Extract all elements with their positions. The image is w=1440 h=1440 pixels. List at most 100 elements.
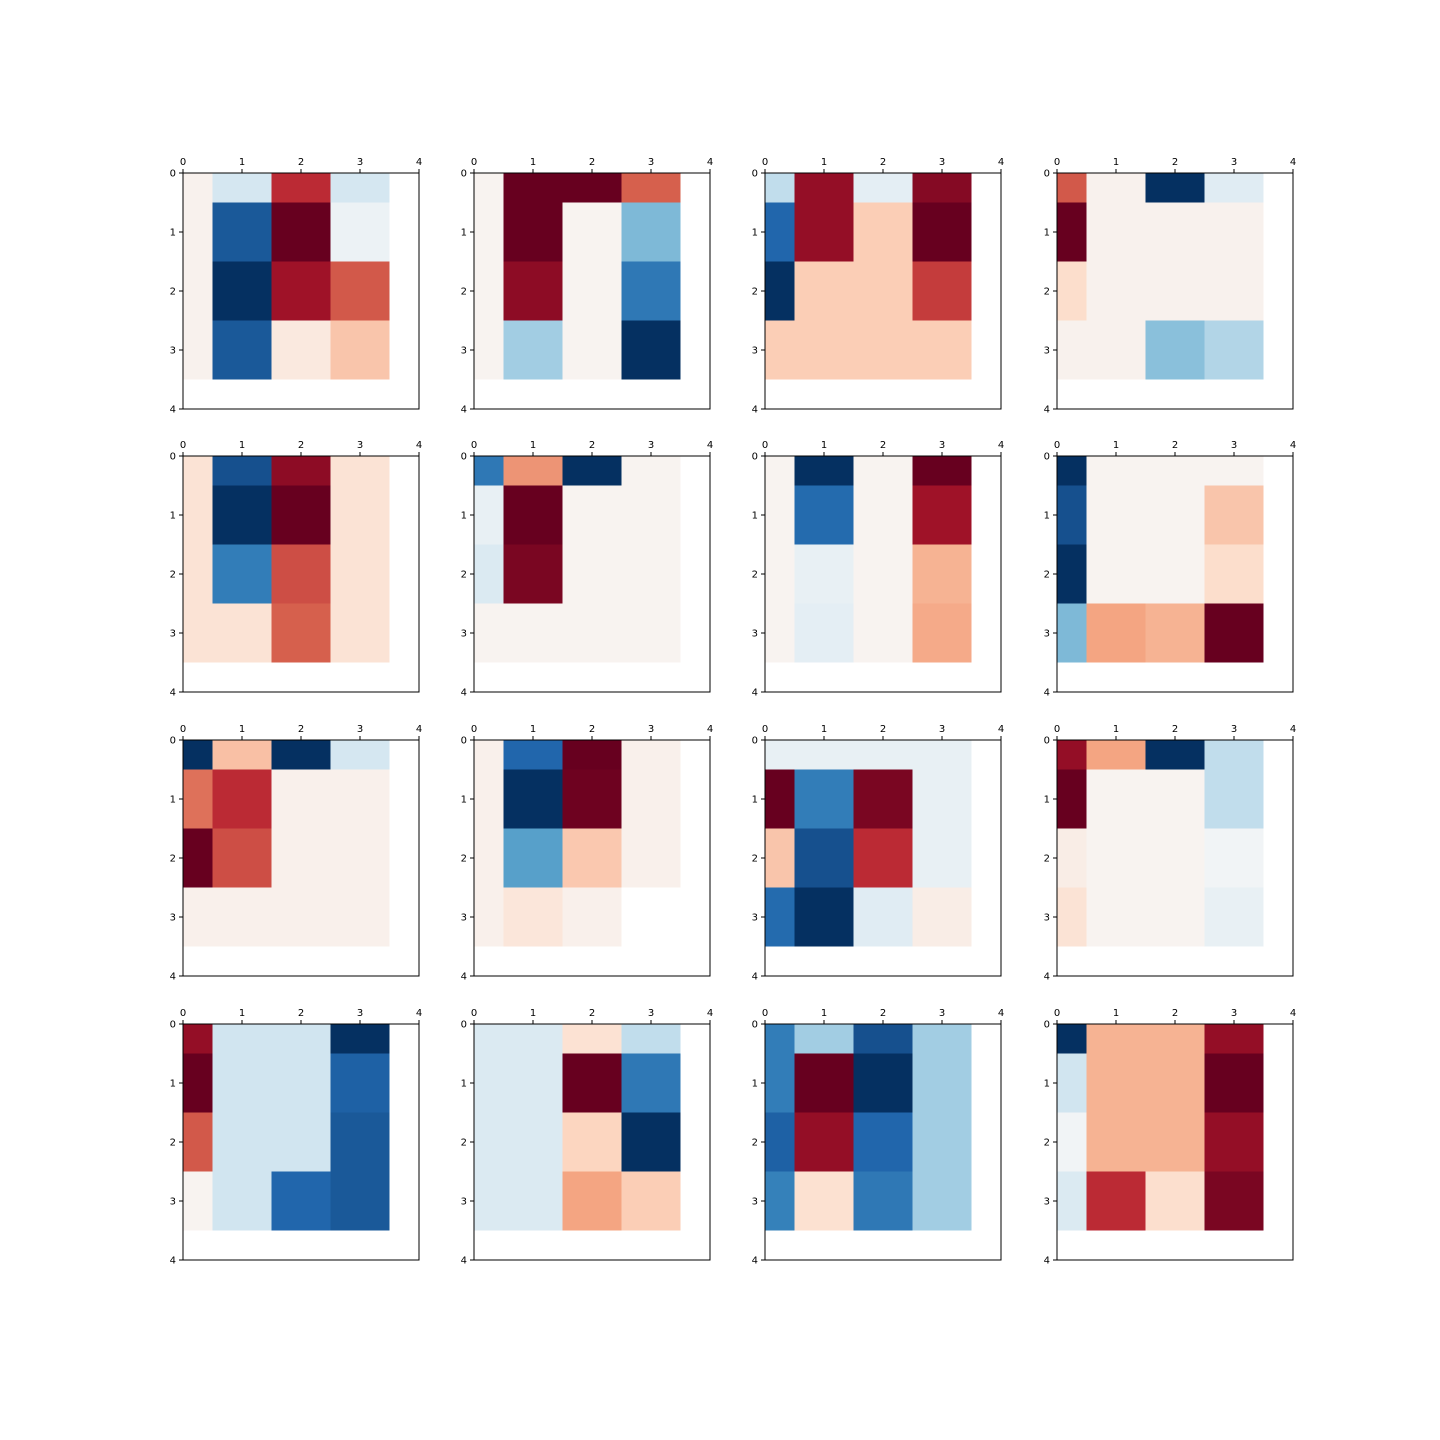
heatmap-cell xyxy=(183,769,213,829)
y-tick-label: 3 xyxy=(170,346,176,357)
heatmap-cell xyxy=(1204,740,1264,770)
heatmap-cell xyxy=(765,1171,795,1231)
heatmap-cell xyxy=(912,485,972,545)
heatmap-panel-10: 0 1 2 3 4 0 1 2 3 4 xyxy=(461,724,714,983)
heatmap-cell xyxy=(474,1024,504,1054)
heatmap-cell xyxy=(474,485,504,545)
y-tick-label: 1 xyxy=(1044,228,1050,239)
heatmap-panel-3: 0 1 2 3 4 0 1 2 3 4 xyxy=(752,157,1005,416)
y-tick-label: 3 xyxy=(170,629,176,640)
heatmap-cell xyxy=(1057,769,1087,829)
y-tick-label: 0 xyxy=(170,1020,176,1031)
heatmap-cell xyxy=(503,544,563,604)
heatmap-cell xyxy=(853,887,913,947)
heatmap-cell xyxy=(503,456,563,486)
heatmap-cell xyxy=(853,173,913,203)
heatmap-cell xyxy=(621,603,681,663)
heatmap-cell xyxy=(212,769,272,829)
heatmap-cell xyxy=(1204,544,1264,604)
heatmap-cell xyxy=(562,1112,622,1172)
heatmap-cell xyxy=(765,202,795,262)
x-tick-label: 2 xyxy=(880,440,886,451)
heatmap-cell xyxy=(853,1024,913,1054)
x-tick-label: 4 xyxy=(998,724,1004,735)
x-tick-label: 4 xyxy=(416,1008,422,1019)
y-tick-label: 0 xyxy=(1044,1020,1050,1031)
heatmap-cell xyxy=(621,261,681,321)
x-tick-label: 1 xyxy=(1113,440,1119,451)
y-tick-label: 1 xyxy=(461,795,467,806)
x-tick-label: 0 xyxy=(762,724,768,735)
heatmap-cell xyxy=(1145,1024,1205,1054)
heatmap-cell xyxy=(1145,740,1205,770)
x-tick-label: 3 xyxy=(648,1008,654,1019)
x-tick-label: 0 xyxy=(762,440,768,451)
y-tick-label: 0 xyxy=(461,736,467,747)
x-tick-label: 1 xyxy=(530,157,536,168)
heatmap-cell xyxy=(1086,456,1146,486)
heatmap-cell xyxy=(562,740,622,770)
y-tick-label: 1 xyxy=(1044,795,1050,806)
heatmap-cell xyxy=(1204,1112,1264,1172)
y-tick-label: 3 xyxy=(170,913,176,924)
heatmap-cell xyxy=(212,740,272,770)
x-tick-label: 2 xyxy=(298,157,304,168)
x-tick-label: 0 xyxy=(762,157,768,168)
heatmap-cell xyxy=(183,544,213,604)
heatmap-cell xyxy=(765,1024,795,1054)
x-tick-label: 0 xyxy=(180,157,186,168)
y-tick-label: 2 xyxy=(461,1138,467,1149)
x-tick-label: 4 xyxy=(1290,157,1296,168)
heatmap-cell xyxy=(853,544,913,604)
x-tick-label: 1 xyxy=(239,724,245,735)
y-tick-label: 4 xyxy=(170,688,176,699)
heatmap-cell xyxy=(621,769,681,829)
heatmap-cell xyxy=(1204,1053,1264,1113)
y-tick-label: 2 xyxy=(1044,570,1050,581)
heatmap-cell xyxy=(621,1171,681,1231)
heatmap-cell xyxy=(271,173,331,203)
heatmap-cell xyxy=(503,1112,563,1172)
heatmap-cell xyxy=(183,828,213,888)
heatmap-cell xyxy=(212,202,272,262)
heatmap-cell xyxy=(621,740,681,770)
y-tick-label: 3 xyxy=(752,1197,758,1208)
heatmap-cell xyxy=(853,202,913,262)
heatmap-cell xyxy=(1145,828,1205,888)
heatmap-cell xyxy=(621,828,681,888)
y-tick-label: 0 xyxy=(752,452,758,463)
x-tick-label: 4 xyxy=(998,440,1004,451)
x-tick-label: 4 xyxy=(1290,440,1296,451)
heatmap-cell xyxy=(1145,603,1205,663)
heatmap-cell xyxy=(765,769,795,829)
x-tick-label: 0 xyxy=(471,157,477,168)
heatmap-cell xyxy=(183,261,213,321)
heatmap-cell xyxy=(1057,887,1087,947)
heatmap-cell xyxy=(765,261,795,321)
y-tick-label: 1 xyxy=(752,1079,758,1090)
heatmap-cell xyxy=(212,603,272,663)
heatmap-cell xyxy=(1145,202,1205,262)
heatmap-panel-6: 0 1 2 3 4 0 1 2 3 4 xyxy=(461,440,714,699)
heatmap-cell xyxy=(912,1112,972,1172)
heatmap-cell xyxy=(271,769,331,829)
heatmap-cell xyxy=(853,828,913,888)
x-tick-label: 3 xyxy=(939,724,945,735)
y-tick-label: 1 xyxy=(170,1079,176,1090)
x-tick-label: 2 xyxy=(1172,157,1178,168)
heatmap-cell xyxy=(1204,828,1264,888)
heatmap-cell xyxy=(1057,1112,1087,1172)
heatmap-cell xyxy=(503,173,563,203)
heatmap-cell xyxy=(1086,173,1146,203)
heatmap-cell xyxy=(183,887,213,947)
x-tick-label: 0 xyxy=(1054,1008,1060,1019)
y-tick-label: 1 xyxy=(752,228,758,239)
heatmap-cell xyxy=(212,887,272,947)
heatmap-cell xyxy=(271,202,331,262)
heatmap-cell xyxy=(1204,1171,1264,1231)
x-tick-label: 3 xyxy=(939,157,945,168)
x-tick-label: 1 xyxy=(530,1008,536,1019)
x-tick-label: 0 xyxy=(180,1008,186,1019)
heatmap-cell xyxy=(853,1171,913,1231)
heatmap-cell xyxy=(794,887,854,947)
